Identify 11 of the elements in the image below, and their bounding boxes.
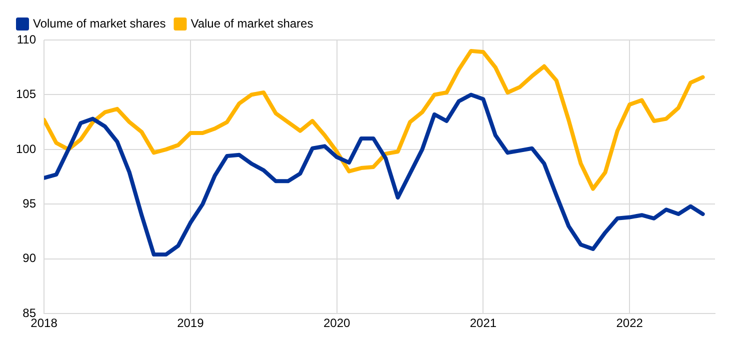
x-tick-label: 2021 <box>470 316 497 330</box>
y-tick-label: 100 <box>16 142 36 156</box>
y-tick-label: 105 <box>16 87 36 102</box>
y-tick-label: 90 <box>22 251 36 266</box>
legend-label: Volume of market shares <box>33 16 166 30</box>
x-tick-label: 2022 <box>616 316 644 330</box>
legend-label: Value of market shares <box>190 16 314 30</box>
x-tick-label: 2019 <box>177 316 204 330</box>
x-tick-label: 2020 <box>323 316 350 330</box>
y-tick-label: 95 <box>22 196 36 210</box>
y-tick-label: 110 <box>16 32 36 46</box>
